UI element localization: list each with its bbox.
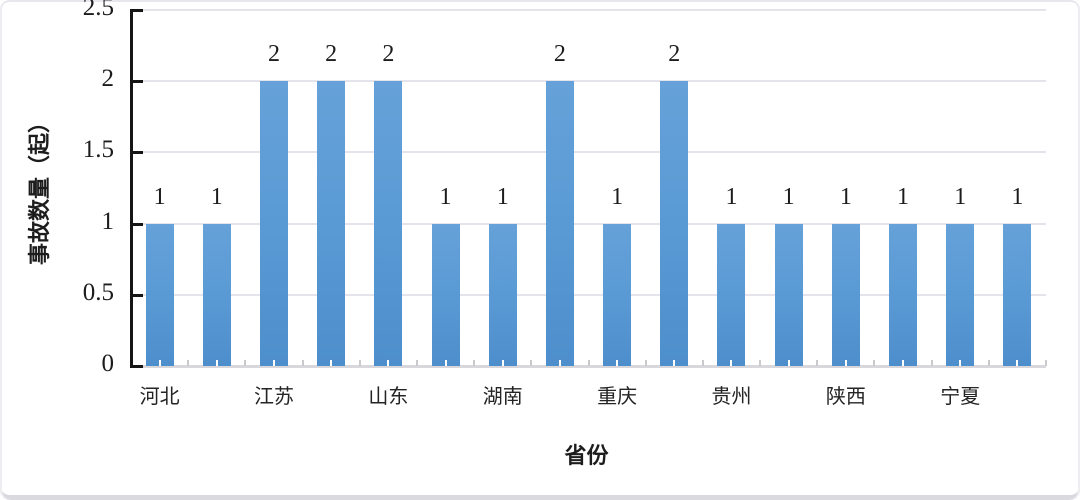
y-axis-tick	[130, 151, 143, 155]
y-tick-label: 1	[101, 207, 115, 235]
bar	[889, 223, 918, 366]
x-axis-tick	[616, 360, 619, 366]
y-axis-tick	[130, 9, 143, 12]
x-axis-title: 省份	[564, 443, 609, 468]
x-axis-tick	[530, 360, 533, 366]
x-category-label: 重庆	[597, 386, 638, 408]
x-category-label: 河北	[139, 386, 180, 408]
y-axis-tick	[130, 293, 143, 297]
x-axis-tick	[330, 360, 333, 366]
x-axis-tick	[1045, 360, 1047, 366]
x-axis-tick	[873, 360, 876, 366]
x-category-label: 宁夏	[940, 386, 981, 408]
x-axis-tick	[387, 360, 390, 366]
bar	[202, 223, 231, 366]
x-axis-tick	[844, 360, 847, 366]
x-axis-tick	[558, 360, 561, 366]
bar-value-label: 1	[782, 183, 795, 210]
bar	[1003, 223, 1032, 366]
y-axis-line	[130, 10, 133, 368]
bar-value-label: 2	[553, 41, 566, 68]
x-axis-tick	[301, 360, 304, 366]
y-axis-tick	[130, 222, 143, 226]
gridline	[131, 9, 1046, 11]
x-axis-tick	[244, 360, 247, 366]
x-axis-tick	[473, 360, 476, 366]
y-tick-label: 2	[101, 65, 115, 93]
x-axis-tick	[158, 360, 161, 366]
x-category-label: 陕西	[825, 386, 866, 408]
bar-value-label: 2	[267, 41, 280, 68]
gridline	[131, 293, 1046, 296]
bar	[660, 81, 689, 366]
x-axis-tick	[701, 360, 704, 366]
x-axis-line	[131, 365, 1046, 368]
x-axis-tick	[787, 360, 790, 366]
x-axis-tick	[1016, 360, 1019, 366]
gridline	[131, 80, 1046, 83]
bar	[946, 223, 975, 366]
x-axis-tick	[759, 360, 762, 366]
x-axis-tick	[644, 360, 647, 366]
y-axis-tick	[130, 365, 143, 368]
bar-value-label: 1	[153, 183, 166, 210]
bar	[603, 223, 632, 366]
gridline	[131, 222, 1046, 225]
bar	[545, 81, 574, 366]
gridline	[131, 151, 1046, 154]
x-axis-tick	[930, 360, 933, 366]
y-tick-label: 0	[101, 350, 115, 377]
x-axis-tick	[272, 360, 275, 366]
x-axis-tick	[816, 360, 819, 366]
bar-value-label: 1	[439, 183, 452, 210]
x-axis-tick	[358, 360, 361, 366]
x-category-label: 湖南	[482, 386, 523, 408]
x-category-label: 山东	[368, 386, 409, 408]
bar	[488, 223, 517, 366]
x-axis-tick	[415, 360, 418, 366]
x-category-label: 贵州	[711, 386, 752, 408]
bar-value-label: 1	[897, 183, 910, 210]
bar	[259, 81, 288, 366]
x-axis-tick	[587, 360, 590, 366]
bar-value-label: 2	[325, 41, 338, 68]
x-axis-tick	[444, 360, 447, 366]
bar-value-label: 1	[839, 183, 852, 210]
x-axis-tick	[215, 360, 218, 366]
bar	[145, 223, 174, 366]
bar	[317, 81, 346, 366]
bar-value-label: 2	[382, 41, 395, 68]
bar	[717, 223, 746, 366]
bar-value-label: 1	[611, 183, 624, 210]
x-axis-tick	[987, 360, 990, 366]
x-axis-tick	[501, 360, 504, 366]
bar	[831, 223, 860, 366]
bar-value-label: 1	[725, 183, 738, 210]
x-axis-tick	[959, 360, 962, 366]
x-axis-tick	[730, 360, 733, 366]
bar-value-label: 1	[210, 183, 223, 210]
bar	[774, 223, 803, 366]
bar-value-label: 1	[496, 183, 509, 210]
bar-value-label: 1	[954, 183, 967, 210]
y-tick-label: 2.5	[82, 0, 114, 21]
x-category-label: 江苏	[253, 386, 294, 408]
bar-value-label: 2	[668, 41, 681, 68]
x-axis-tick	[187, 360, 190, 366]
x-axis-tick	[673, 360, 676, 366]
x-axis-tick	[902, 360, 905, 366]
bar	[374, 81, 403, 366]
bar	[431, 223, 460, 366]
y-axis-tick	[130, 80, 143, 84]
bar-value-label: 1	[1011, 183, 1024, 210]
y-tick-label: 0.5	[82, 278, 114, 306]
y-tick-label: 1.5	[82, 136, 114, 164]
